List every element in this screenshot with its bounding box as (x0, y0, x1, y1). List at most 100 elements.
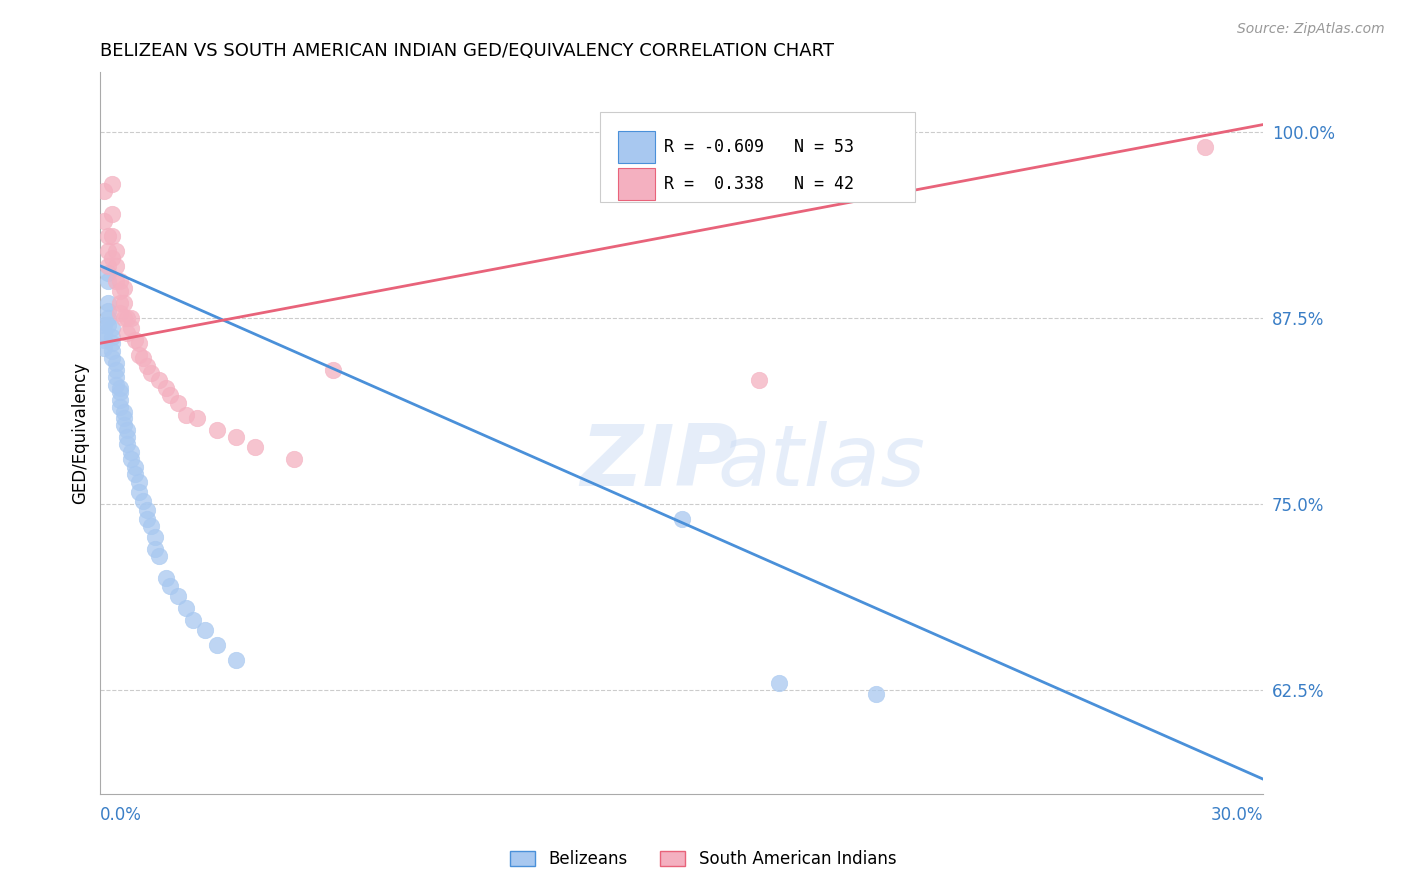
Point (104, 363, 127, 377)
Point (159, 388, 181, 402)
Point (768, 675, 790, 690)
Text: BELIZEAN VS SOUTH AMERICAN INDIAN GED/EQUIVALENCY CORRELATION CHART: BELIZEAN VS SOUTH AMERICAN INDIAN GED/EQ… (100, 42, 834, 60)
Text: 30.0%: 30.0% (1211, 806, 1264, 824)
Point (155, 381, 177, 395)
Point (120, 445, 142, 459)
Point (143, 541, 166, 556)
Point (205, 638, 228, 652)
Point (108, 284, 131, 298)
Point (120, 452, 142, 467)
Point (183, 613, 205, 627)
Point (117, 430, 139, 444)
Y-axis label: GED/Equivalency: GED/Equivalency (72, 362, 89, 504)
Point (135, 503, 157, 517)
Point (128, 475, 150, 489)
Point (101, 207, 124, 221)
Point (120, 321, 142, 335)
Point (101, 229, 124, 244)
Point (186, 410, 208, 425)
Point (97, 229, 120, 244)
Text: ZIP: ZIP (579, 421, 737, 504)
Point (101, 330, 124, 344)
Point (205, 423, 228, 437)
Point (93, 333, 115, 347)
Point (108, 392, 131, 407)
Point (104, 378, 127, 392)
Point (97, 259, 120, 273)
Point (101, 177, 124, 191)
FancyBboxPatch shape (600, 112, 914, 202)
Point (97, 296, 120, 310)
Point (101, 351, 124, 366)
Point (225, 653, 247, 667)
Point (108, 306, 131, 320)
Point (155, 571, 177, 585)
Point (104, 244, 127, 258)
Point (97, 274, 120, 288)
Point (174, 408, 197, 422)
Point (93, 341, 115, 355)
Legend: Belizeans, South American Indians: Belizeans, South American Indians (503, 844, 903, 875)
Point (104, 274, 127, 288)
Point (159, 579, 181, 593)
Point (1194, 140, 1216, 154)
Point (128, 485, 150, 500)
Point (132, 494, 155, 508)
Point (671, 512, 693, 526)
Point (112, 296, 135, 310)
Point (104, 370, 127, 384)
Point (101, 252, 124, 266)
Point (148, 549, 170, 563)
Point (167, 589, 190, 603)
Point (108, 274, 131, 288)
Point (112, 310, 135, 325)
Point (194, 624, 217, 638)
Point (124, 467, 146, 482)
Point (101, 321, 124, 335)
Point (117, 310, 139, 325)
Point (139, 519, 162, 533)
Point (135, 512, 157, 526)
Point (93, 326, 115, 340)
Point (139, 366, 162, 380)
Point (167, 396, 190, 410)
Point (143, 530, 166, 544)
Text: atlas: atlas (717, 421, 925, 504)
Point (148, 374, 170, 388)
Point (245, 441, 267, 455)
Point (322, 363, 344, 377)
Point (104, 259, 127, 273)
Point (108, 381, 131, 395)
Point (93, 318, 115, 333)
Text: R =  0.338   N = 42: R = 0.338 N = 42 (665, 175, 855, 193)
Point (135, 359, 157, 373)
Point (112, 281, 135, 295)
Point (225, 430, 247, 444)
Point (120, 310, 142, 325)
Text: R = -0.609   N = 53: R = -0.609 N = 53 (665, 138, 855, 156)
Point (283, 452, 305, 467)
FancyBboxPatch shape (617, 131, 655, 163)
Point (108, 401, 131, 415)
Text: Source: ZipAtlas.com: Source: ZipAtlas.com (1237, 22, 1385, 37)
Point (124, 333, 146, 347)
Point (101, 343, 124, 358)
Point (101, 336, 124, 351)
Point (93, 214, 115, 228)
Point (97, 266, 120, 280)
Point (128, 348, 150, 362)
Point (117, 437, 139, 451)
FancyBboxPatch shape (617, 168, 655, 200)
Point (132, 351, 155, 366)
Point (124, 459, 146, 474)
Point (112, 405, 135, 419)
Point (865, 688, 887, 702)
Point (112, 418, 135, 433)
Point (97, 310, 120, 325)
Point (97, 318, 120, 333)
Point (104, 356, 127, 370)
Point (108, 385, 131, 400)
Text: 0.0%: 0.0% (100, 806, 142, 824)
Point (128, 336, 150, 351)
Point (117, 326, 139, 340)
